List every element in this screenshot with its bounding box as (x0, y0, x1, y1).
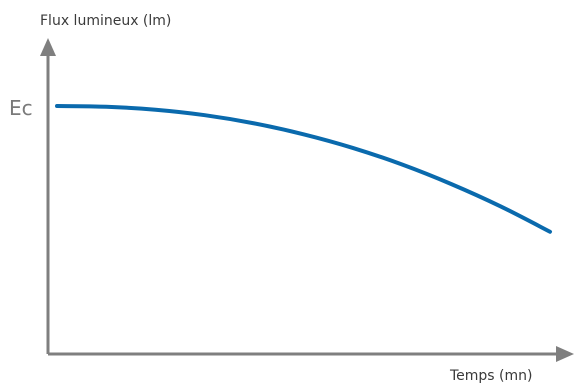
x-axis-label: Temps (mn) (449, 368, 533, 383)
series-line (55, 104, 552, 234)
x-axis-arrow (556, 346, 574, 362)
y-axis-arrow (40, 38, 56, 56)
y-tick-label-ec: Ec (9, 96, 33, 120)
y-axis-label: Flux lumineux (lm) (40, 13, 171, 29)
